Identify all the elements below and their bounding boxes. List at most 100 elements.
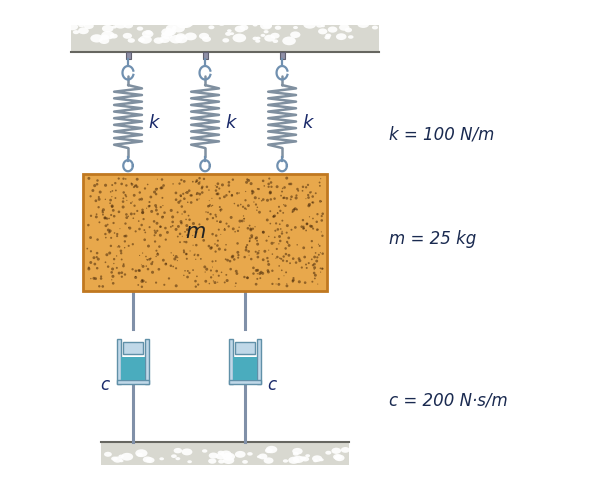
Point: [195, 190, 205, 198]
Point: [84, 265, 93, 273]
Point: [195, 220, 204, 228]
Point: [131, 228, 140, 236]
Ellipse shape: [292, 448, 302, 455]
Point: [179, 190, 188, 198]
Point: [134, 281, 143, 289]
Ellipse shape: [312, 455, 322, 462]
Point: [262, 237, 271, 245]
Ellipse shape: [121, 453, 133, 461]
Point: [157, 175, 167, 183]
Point: [212, 267, 222, 275]
Point: [282, 280, 292, 288]
Point: [213, 278, 222, 286]
Point: [145, 223, 155, 231]
Point: [307, 223, 316, 231]
Point: [264, 180, 274, 188]
Point: [135, 225, 144, 233]
Point: [128, 198, 137, 206]
Point: [251, 248, 261, 256]
Point: [113, 230, 122, 238]
Point: [232, 189, 242, 197]
Point: [104, 226, 113, 234]
Point: [244, 248, 253, 255]
Point: [179, 248, 189, 256]
Point: [198, 188, 207, 196]
Point: [124, 242, 134, 250]
Ellipse shape: [219, 22, 225, 26]
Point: [116, 249, 126, 257]
Point: [173, 233, 183, 241]
Point: [216, 206, 226, 214]
Point: [304, 259, 313, 267]
Point: [299, 223, 308, 231]
Ellipse shape: [300, 456, 306, 460]
Point: [307, 198, 317, 206]
Point: [138, 209, 147, 217]
Point: [192, 225, 202, 233]
Text: k: k: [225, 114, 235, 132]
Point: [279, 256, 288, 264]
Point: [307, 188, 316, 196]
Point: [202, 265, 211, 273]
Point: [150, 227, 159, 235]
Ellipse shape: [242, 460, 248, 464]
Bar: [123, 342, 143, 354]
Point: [287, 193, 297, 201]
Point: [276, 237, 285, 245]
Bar: [126, 52, 131, 59]
Point: [268, 267, 277, 275]
Point: [208, 271, 218, 279]
Point: [299, 244, 308, 252]
Point: [258, 177, 268, 185]
Point: [234, 253, 243, 261]
Point: [159, 256, 168, 264]
Point: [202, 215, 212, 223]
Point: [292, 206, 302, 214]
Point: [299, 225, 308, 233]
Point: [120, 270, 130, 278]
Point: [240, 217, 249, 225]
Point: [127, 180, 137, 188]
Point: [196, 255, 205, 263]
Ellipse shape: [288, 457, 300, 464]
Point: [113, 243, 122, 251]
Point: [288, 254, 298, 262]
Point: [279, 272, 289, 280]
Point: [122, 214, 132, 222]
Point: [313, 225, 323, 233]
Point: [166, 223, 176, 231]
Point: [167, 206, 176, 214]
Ellipse shape: [275, 26, 282, 30]
Point: [318, 265, 328, 273]
Point: [180, 228, 190, 236]
Point: [285, 259, 295, 267]
Ellipse shape: [101, 31, 114, 40]
Point: [108, 279, 118, 287]
Ellipse shape: [325, 34, 331, 37]
Point: [282, 282, 292, 290]
Point: [192, 190, 201, 198]
Point: [258, 269, 268, 277]
Point: [240, 204, 250, 212]
Point: [300, 253, 310, 261]
Point: [308, 225, 318, 233]
Point: [113, 232, 122, 240]
Point: [144, 198, 154, 206]
Point: [86, 258, 96, 266]
Point: [105, 199, 115, 207]
Point: [182, 222, 192, 230]
Point: [277, 266, 286, 274]
Point: [137, 283, 147, 291]
Point: [105, 249, 114, 257]
Point: [313, 253, 322, 261]
Point: [307, 278, 317, 286]
Point: [117, 255, 126, 263]
Point: [154, 265, 164, 273]
Ellipse shape: [341, 447, 350, 453]
Point: [128, 240, 138, 248]
Point: [270, 212, 279, 220]
Point: [256, 274, 265, 282]
Point: [117, 180, 126, 188]
Point: [144, 242, 153, 250]
Ellipse shape: [78, 23, 85, 27]
